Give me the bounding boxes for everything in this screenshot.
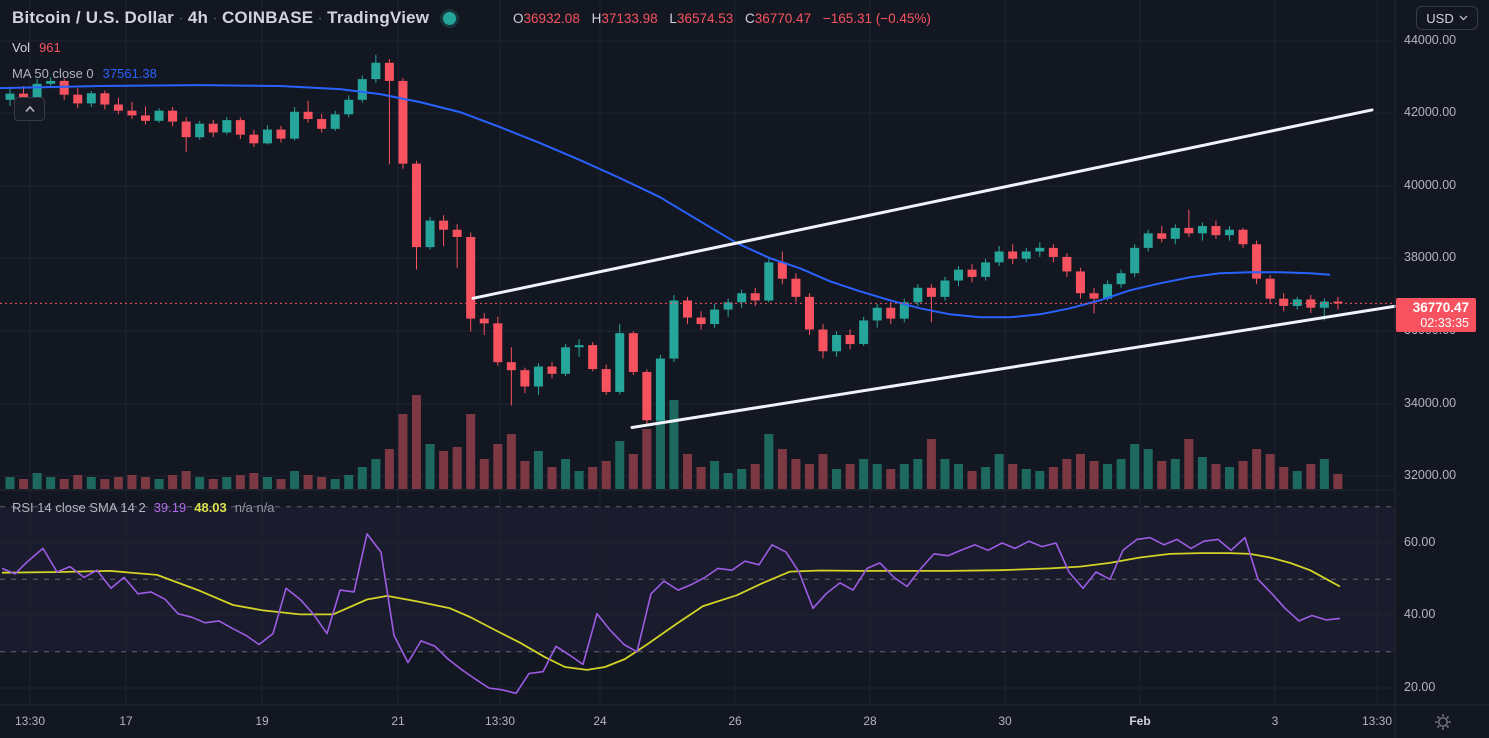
time-axis-label: Feb [1129,714,1151,728]
low-value: 36574.53 [676,11,734,26]
time-axis-label: 13:30 [14,714,46,728]
rsi-legend-value: 39.19 [153,500,187,515]
price-axis-label: 20.00 [1404,680,1436,694]
time-axis-label: 24 [593,714,607,728]
axis-settings-button[interactable] [1434,713,1452,731]
symbol-title[interactable]: Bitcoin / U.S. Dollar · 4h · COINBASE · Tradin… [12,8,457,28]
rsi-line [1,533,1341,695]
time-axis-label: 17 [119,714,133,728]
chevron-down-icon [1459,15,1468,21]
time-axis-label: 13:30 [484,714,516,728]
title-separator: · [177,8,184,27]
time-axis-label: 3 [1271,714,1279,728]
price-axis-label: 40.00 [1404,607,1436,621]
title-separator: · [212,8,218,27]
ma-legend[interactable]: MA 50 close 0 37561.38 [12,66,157,81]
chevron-up-icon [24,105,35,113]
time-axis-label: 26 [728,714,742,728]
change-value: −165.31 (−0.45%) [822,11,931,26]
symbol-name[interactable]: Bitcoin / U.S. Dollar [12,8,174,27]
price-axis-label: 42000.00 [1404,105,1457,119]
market-status-icon[interactable] [443,12,457,26]
high-value: 37133.98 [601,11,658,26]
price-axis-label: 44000.00 [1404,33,1457,47]
lower-channel-line [630,304,1397,430]
rsi-legend[interactable]: RSI 14 close SMA 14 2 39.19 48.03 n/a n/a [12,500,275,515]
time-axis-label: 21 [391,714,405,728]
platform-label: TradingView [327,8,430,27]
price-axis-label: 32000.00 [1404,468,1457,482]
volume-legend-label[interactable]: Vol [12,40,31,55]
price-axis-label: 34000.00 [1404,396,1457,410]
rsi-na-values: n/a n/a [234,500,275,515]
close-value: 36770.47 [754,11,812,26]
volume-legend-value: 961 [39,40,61,55]
interval-label[interactable]: 4h [187,8,209,27]
open-label: O [513,11,524,26]
price-axis-label: 60.00 [1404,535,1436,549]
price-axis-label: 40000.00 [1404,178,1457,192]
high-label: H [591,11,602,26]
close-label: C [745,11,755,26]
time-axis-label: 13:30 [1361,714,1393,728]
time-axis-label: 19 [255,714,269,728]
time-axis-label: 28 [863,714,877,728]
ma-legend-value: 37561.38 [102,66,157,81]
title-separator: · [317,8,324,27]
currency-label: USD [1426,10,1454,26]
last-price-label[interactable]: 36770.47 02:33:35 [1396,298,1476,332]
exchange-label: COINBASE [221,8,314,27]
volume-legend[interactable]: Vol 961 [12,40,61,55]
rsi-sma-line [1,552,1341,671]
ma50-line [0,84,1331,319]
ma-legend-label[interactable]: MA 50 close 0 [12,66,94,81]
collapse-pane-button[interactable] [14,97,45,121]
upper-channel-line [471,108,1374,300]
low-label: L [669,11,677,26]
ohlc-values: O36932.08 H37133.98 L36574.53 C36770.47 … [513,11,939,26]
rsi-legend-label[interactable]: RSI 14 close SMA 14 2 [12,500,146,515]
candle-countdown: 02:33:35 [1420,316,1469,330]
last-price-value: 36770.47 [1412,300,1469,315]
gear-icon [1435,714,1451,730]
open-value: 36932.08 [523,11,580,26]
rsi-sma-value: 48.03 [194,500,227,515]
currency-selector-button[interactable]: USD [1416,6,1478,30]
time-axis-label: 30 [998,714,1012,728]
price-axis-label: 38000.00 [1404,250,1457,264]
